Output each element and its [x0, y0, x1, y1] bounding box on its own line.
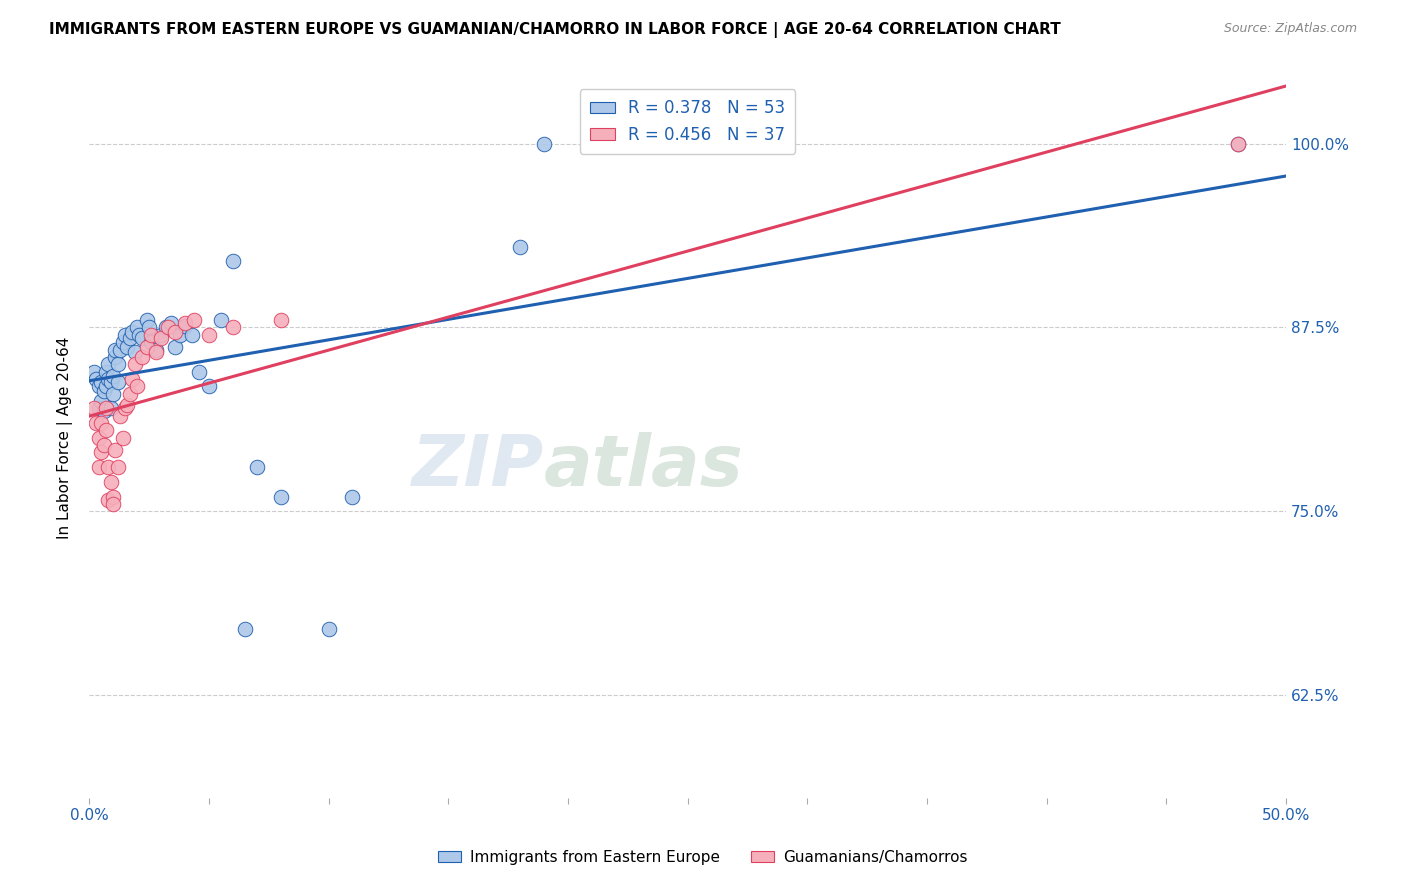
Point: [101, 369, 124, 384]
Point: [94, 379, 117, 393]
Point: [157, 320, 180, 334]
Point: [155, 320, 177, 334]
Point: [118, 331, 141, 345]
Point: [107, 375, 129, 389]
Point: [100, 375, 122, 389]
Point: [83, 401, 105, 416]
Point: [111, 431, 134, 445]
Point: [107, 357, 129, 371]
Point: [110, 409, 132, 423]
Point: [117, 398, 139, 412]
Point: [101, 497, 124, 511]
Point: [93, 438, 115, 452]
Point: [174, 316, 197, 330]
Point: [94, 401, 117, 416]
Text: atlas: atlas: [544, 432, 744, 501]
Point: [198, 379, 221, 393]
Point: [94, 365, 117, 379]
Point: [121, 325, 143, 339]
Text: ZIP: ZIP: [412, 432, 544, 501]
Point: [149, 327, 172, 342]
Point: [104, 350, 127, 364]
Point: [87, 379, 110, 393]
Point: [165, 325, 187, 339]
Point: [94, 424, 117, 438]
Point: [135, 313, 157, 327]
Point: [145, 345, 167, 359]
Point: [138, 320, 160, 334]
Point: [87, 431, 110, 445]
Legend: R = 0.378   N = 53, R = 0.456   N = 37: R = 0.378 N = 53, R = 0.456 N = 37: [579, 89, 796, 153]
Point: [97, 460, 120, 475]
Point: [121, 372, 143, 386]
Point: [87, 460, 110, 475]
Point: [100, 475, 122, 489]
Point: [141, 327, 163, 342]
Point: [141, 335, 163, 350]
Y-axis label: In Labor Force | Age 20-64: In Labor Force | Age 20-64: [58, 336, 73, 539]
Point: [198, 327, 221, 342]
Point: [118, 386, 141, 401]
Point: [86, 416, 108, 430]
Point: [93, 384, 115, 398]
Point: [149, 331, 172, 345]
Point: [101, 386, 124, 401]
Point: [101, 490, 124, 504]
Point: [1227, 136, 1250, 151]
Point: [159, 316, 181, 330]
Point: [222, 320, 245, 334]
Legend: Immigrants from Eastern Europe, Guamanians/Chamorros: Immigrants from Eastern Europe, Guamania…: [432, 844, 974, 871]
Text: Source: ZipAtlas.com: Source: ZipAtlas.com: [1223, 22, 1357, 36]
Point: [233, 622, 256, 636]
Point: [125, 379, 148, 393]
Point: [90, 394, 112, 409]
Point: [222, 254, 245, 268]
Point: [131, 350, 153, 364]
Point: [342, 490, 364, 504]
Point: [86, 372, 108, 386]
Point: [83, 365, 105, 379]
Point: [110, 343, 132, 357]
Point: [181, 327, 204, 342]
Point: [107, 460, 129, 475]
Point: [87, 401, 110, 416]
Point: [318, 622, 340, 636]
Point: [188, 365, 211, 379]
Point: [111, 335, 134, 350]
Point: [100, 401, 122, 416]
Point: [169, 327, 191, 342]
Point: [104, 442, 127, 457]
Point: [145, 343, 167, 357]
Point: [135, 340, 157, 354]
Point: [165, 340, 187, 354]
Point: [131, 331, 153, 345]
Point: [114, 327, 136, 342]
Text: IMMIGRANTS FROM EASTERN EUROPE VS GUAMANIAN/CHAMORRO IN LABOR FORCE | AGE 20-64 : IMMIGRANTS FROM EASTERN EUROPE VS GUAMAN…: [49, 22, 1062, 38]
Point: [174, 318, 197, 333]
Point: [509, 239, 531, 253]
Point: [93, 404, 115, 418]
Point: [97, 372, 120, 386]
Point: [124, 345, 146, 359]
Point: [270, 313, 292, 327]
Point: [128, 327, 150, 342]
Point: [125, 320, 148, 334]
Point: [90, 445, 112, 459]
Point: [1227, 136, 1250, 151]
Point: [183, 313, 205, 327]
Point: [97, 357, 120, 371]
Point: [104, 343, 127, 357]
Point: [90, 416, 112, 430]
Point: [90, 375, 112, 389]
Point: [246, 460, 269, 475]
Point: [117, 340, 139, 354]
Point: [270, 490, 292, 504]
Point: [124, 357, 146, 371]
Point: [114, 401, 136, 416]
Point: [533, 136, 555, 151]
Point: [97, 492, 120, 507]
Point: [209, 313, 232, 327]
